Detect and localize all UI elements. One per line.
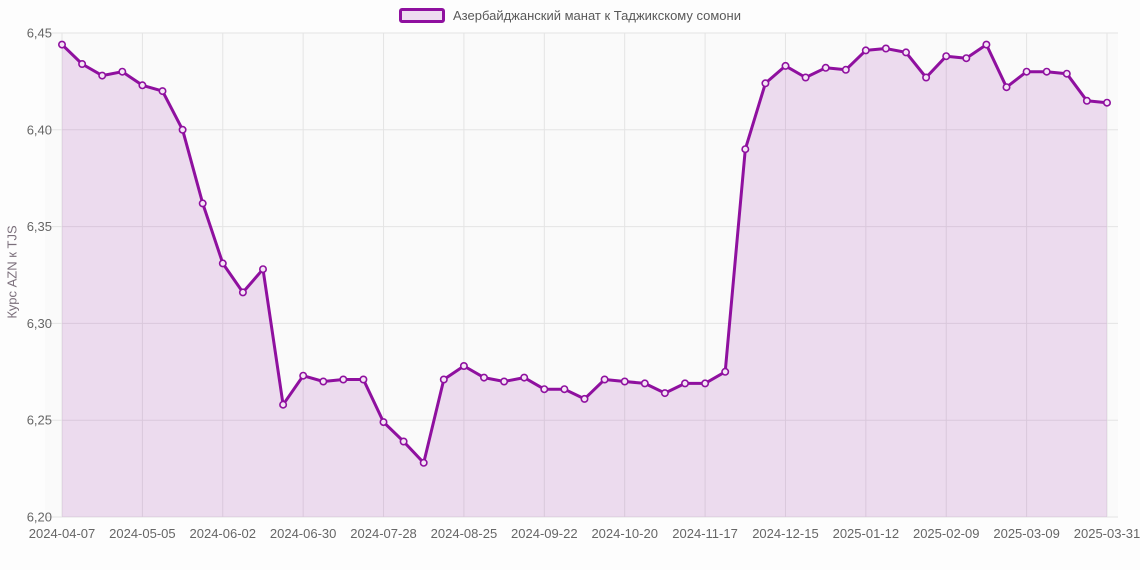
data-point-marker[interactable] [158,87,167,96]
x-tick-label: 2025-03-09 [993,526,1060,541]
x-tick-label: 2024-06-30 [270,526,337,541]
x-tick-label: 2024-10-20 [591,526,658,541]
data-point-marker[interactable] [1062,69,1071,78]
x-tick-label: 2024-12-15 [752,526,819,541]
data-point-marker[interactable] [580,394,589,403]
x-tick-label: 2024-08-25 [431,526,498,541]
y-tick-label: 6,20 [27,510,52,525]
data-point-marker[interactable] [881,44,890,53]
data-point-marker[interactable] [721,367,730,376]
data-point-marker[interactable] [339,375,348,384]
y-tick-label: 6,25 [27,413,52,428]
data-point-marker[interactable] [439,375,448,384]
x-tick-label: 2024-04-07 [29,526,96,541]
x-tick-label: 2024-05-05 [109,526,176,541]
data-point-marker[interactable] [198,199,207,208]
data-point-marker[interactable] [781,61,790,70]
data-point-marker[interactable] [1082,96,1091,105]
x-tick-label: 2024-09-22 [511,526,578,541]
data-point-marker[interactable] [821,63,830,72]
x-tick-label: 2024-11-17 [672,526,738,541]
data-point-marker[interactable] [761,79,770,88]
x-tick-label: 2024-06-02 [190,526,257,541]
data-point-marker[interactable] [258,265,267,274]
data-point-marker[interactable] [98,71,107,80]
data-point-marker[interactable] [560,385,569,394]
data-point-marker[interactable] [922,73,931,82]
data-point-marker[interactable] [540,385,549,394]
data-point-marker[interactable] [359,375,368,384]
data-point-marker[interactable] [640,379,649,388]
data-point-marker[interactable] [801,73,810,82]
data-point-marker[interactable] [319,377,328,386]
legend-item-azn-tjs[interactable]: Азербайджанский манат к Таджикскому сомо… [0,5,1140,26]
x-tick-label: 2025-02-09 [913,526,980,541]
data-point-marker[interactable] [419,458,428,467]
data-point-marker[interactable] [178,125,187,134]
data-point-marker[interactable] [982,40,991,49]
data-point-marker[interactable] [379,418,388,427]
y-tick-label: 6,45 [27,26,52,41]
data-point-marker[interactable] [78,59,87,68]
series-area [62,44,1107,517]
data-point-marker[interactable] [57,40,66,49]
data-point-marker[interactable] [942,52,951,61]
data-point-marker[interactable] [299,371,308,380]
x-tick-label: 2025-03-31 [1074,526,1140,541]
data-point-marker[interactable] [901,48,910,57]
data-point-marker[interactable] [841,65,850,74]
data-point-marker[interactable] [680,379,689,388]
data-point-marker[interactable] [962,54,971,63]
data-point-marker[interactable] [741,145,750,154]
data-point-marker[interactable] [1042,67,1051,76]
data-point-marker[interactable] [600,375,609,384]
plot-background [45,33,1118,517]
data-point-marker[interactable] [701,379,710,388]
data-point-marker[interactable] [520,373,529,382]
data-point-marker[interactable] [1022,67,1031,76]
data-point-marker[interactable] [118,67,127,76]
data-point-marker[interactable] [459,361,468,370]
data-point-marker[interactable] [399,437,408,446]
x-tick-label: 2024-07-28 [350,526,417,541]
data-point-marker[interactable] [660,389,669,398]
y-tick-label: 6,35 [27,219,52,234]
data-point-marker[interactable] [1103,98,1112,107]
data-point-marker[interactable] [479,373,488,382]
data-point-marker[interactable] [861,46,870,55]
x-tick-label: 2025-01-12 [833,526,900,541]
y-tick-label: 6,30 [27,316,52,331]
data-point-marker[interactable] [500,377,509,386]
data-point-marker[interactable] [279,400,288,409]
data-point-marker[interactable] [138,81,147,90]
data-point-marker[interactable] [620,377,629,386]
data-point-marker[interactable] [1002,83,1011,92]
y-tick-label: 6,40 [27,122,52,137]
y-axis-title: Курс AZN к TJS [4,225,20,319]
legend-label: Азербайджанский манат к Таджикскому сомо… [453,8,741,23]
data-point-marker[interactable] [218,259,227,268]
data-point-marker[interactable] [238,288,247,297]
legend-series-swatch-icon [399,8,446,23]
